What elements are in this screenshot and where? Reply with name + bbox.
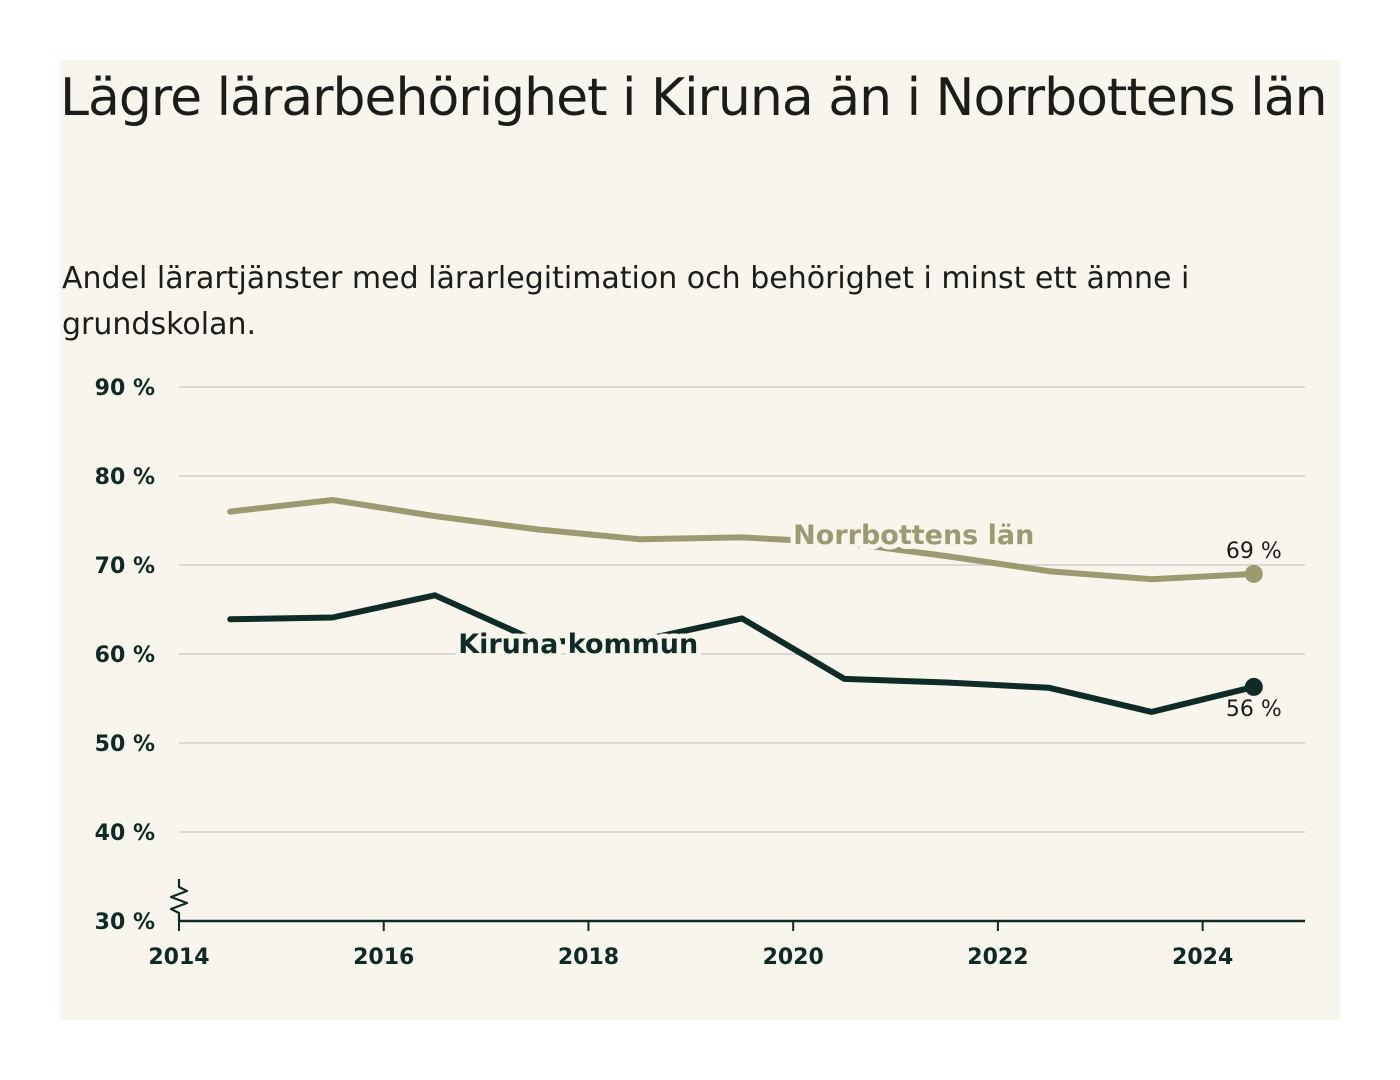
- axis-break-zigzag: [169, 879, 189, 921]
- series-end-point: [1244, 677, 1263, 696]
- series-line: [227, 497, 1257, 583]
- x-tick-label: 2022: [967, 945, 1028, 970]
- grid-lines: [179, 386, 1305, 833]
- chart-card: Lägre lärarbehörighet i Kiruna än i Norr…: [60, 60, 1340, 1020]
- series-end-point: [1244, 564, 1263, 583]
- y-tick-label: 50 %: [95, 732, 155, 757]
- axis-break-icon: [169, 879, 189, 921]
- x-tick-label: 2024: [1172, 945, 1233, 970]
- y-tick-label: 80 %: [95, 465, 155, 490]
- x-tick-label: 2018: [558, 945, 619, 970]
- y-tick-label: 90 %: [95, 376, 155, 401]
- x-tick-label: 2016: [353, 945, 414, 970]
- x-axis: 2014 2016 2018 2020 2022 2024: [148, 919, 1305, 970]
- series-end-label: 56 %: [1226, 697, 1282, 722]
- y-axis-labels: 30 % 40 % 50 % 60 % 70 % 80 % 90 %: [95, 376, 155, 935]
- y-tick-label: 70 %: [95, 554, 155, 579]
- series-line: [227, 592, 1257, 715]
- chart-title: Lägre lärarbehörighet i Kiruna än i Norr…: [60, 68, 1328, 128]
- series-lines: [227, 497, 1263, 715]
- series-name-label: Kiruna kommun: [458, 629, 698, 660]
- x-tick-label: 2014: [148, 945, 209, 970]
- x-tick-label: 2020: [763, 945, 824, 970]
- line-chart: 2014 2016 2018 2020 2022 2024 30 % 40 % 50 % 60 …: [95, 376, 1305, 970]
- series-end-label: 69 %: [1226, 539, 1282, 564]
- y-tick-label: 60 %: [95, 643, 155, 668]
- series-name-halo: Kiruna kommun: [458, 629, 698, 660]
- chart-subtitle: Andel lärartjänster med lärarlegitimatio…: [62, 261, 1190, 342]
- y-tick-label: 40 %: [95, 821, 155, 846]
- series-name-halo: Norrbottens län: [793, 520, 1034, 551]
- y-tick-label: 30 %: [95, 910, 155, 935]
- series-name-label: Norrbottens län: [793, 520, 1034, 551]
